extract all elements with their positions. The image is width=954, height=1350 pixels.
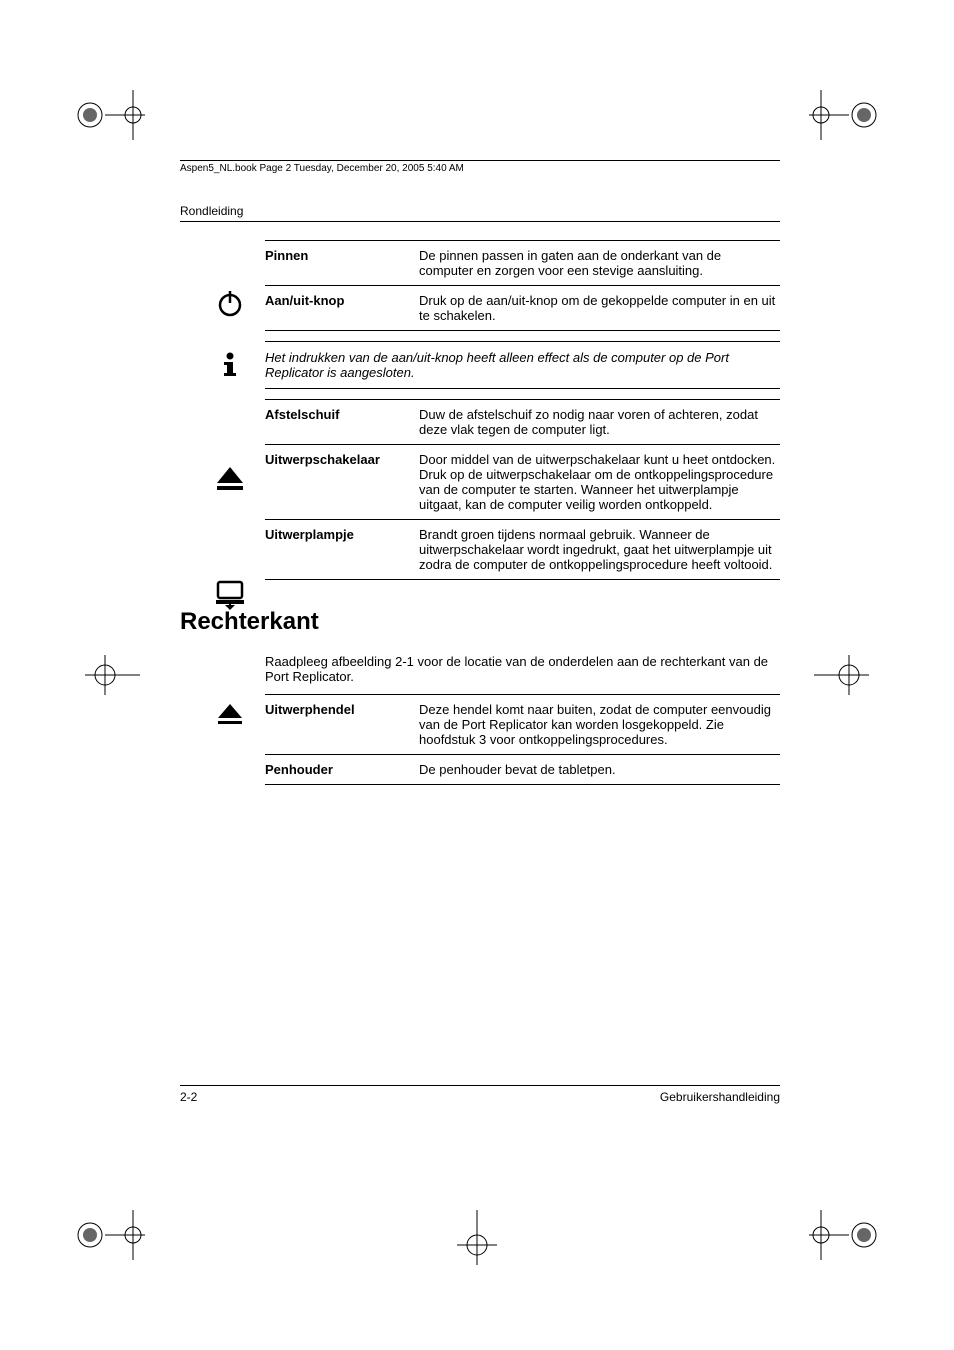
footer-title: Gebruikershandleiding bbox=[660, 1090, 780, 1104]
table-row: Uitwerpschakelaar Door middel van de uit… bbox=[265, 445, 780, 520]
eject-icon bbox=[210, 465, 250, 496]
crop-mark-icon bbox=[809, 80, 879, 150]
table-row: Uitwerplampje Brandt groen tijdens norma… bbox=[265, 520, 780, 580]
term-label: Pinnen bbox=[265, 241, 419, 286]
eject-underline-icon bbox=[210, 702, 250, 731]
crop-mark-icon bbox=[70, 640, 140, 710]
section-label: Rondleiding bbox=[180, 204, 780, 222]
power-icon bbox=[210, 288, 250, 323]
definition-table-mid: Afstelschuif Duw de afstelschuif zo nodi… bbox=[265, 399, 780, 580]
term-desc: Druk op de aan/uit-knop om de gekoppelde… bbox=[419, 286, 780, 331]
term-desc: De penhouder bevat de tabletpen. bbox=[419, 755, 780, 785]
crop-mark-icon bbox=[75, 1200, 145, 1270]
term-desc: Brandt groen tijdens normaal gebruik. Wa… bbox=[419, 520, 780, 580]
table-row: Aan/uit-knop Druk op de aan/uit-knop om … bbox=[265, 286, 780, 331]
intro-text: Raadpleeg afbeelding 2-1 voor de locatie… bbox=[265, 654, 780, 684]
term-label: Uitwerpschakelaar bbox=[265, 445, 419, 520]
term-label: Uitwerplampje bbox=[265, 520, 419, 580]
dock-icon bbox=[210, 580, 250, 615]
page-number: 2-2 bbox=[180, 1090, 197, 1104]
definition-table-top: Pinnen De pinnen passen in gaten aan de … bbox=[265, 240, 780, 331]
table-row: Penhouder De penhouder bevat de tabletpe… bbox=[265, 755, 780, 785]
crop-mark-icon bbox=[809, 1200, 879, 1270]
term-label: Uitwerphendel bbox=[265, 695, 419, 755]
term-desc: Door middel van de uitwerpschakelaar kun… bbox=[419, 445, 780, 520]
crop-mark-icon bbox=[814, 640, 884, 710]
term-desc: Duw de afstelschuif zo nodig naar voren … bbox=[419, 400, 780, 445]
info-icon bbox=[210, 350, 250, 385]
table-row: Pinnen De pinnen passen in gaten aan de … bbox=[265, 241, 780, 286]
crop-mark-icon bbox=[75, 80, 145, 150]
note-text: Het indrukken van de aan/uit-knop heeft … bbox=[265, 341, 780, 389]
section-heading: Rechterkant bbox=[180, 608, 780, 636]
page-footer: 2-2 Gebruikershandleiding bbox=[180, 1085, 780, 1104]
crop-mark-icon bbox=[442, 1210, 512, 1280]
print-header-tag: Aspen5_NL.book Page 2 Tuesday, December … bbox=[180, 163, 780, 174]
term-desc: Deze hendel komt naar buiten, zodat de c… bbox=[419, 695, 780, 755]
term-label: Penhouder bbox=[265, 755, 419, 785]
table-row: Uitwerphendel Deze hendel komt naar buit… bbox=[265, 695, 780, 755]
term-label: Aan/uit-knop bbox=[265, 286, 419, 331]
term-label: Afstelschuif bbox=[265, 400, 419, 445]
term-desc: De pinnen passen in gaten aan de onderka… bbox=[419, 241, 780, 286]
definition-table-bottom: Uitwerphendel Deze hendel komt naar buit… bbox=[265, 694, 780, 785]
table-row: Afstelschuif Duw de afstelschuif zo nodi… bbox=[265, 400, 780, 445]
header-rule bbox=[180, 160, 780, 161]
